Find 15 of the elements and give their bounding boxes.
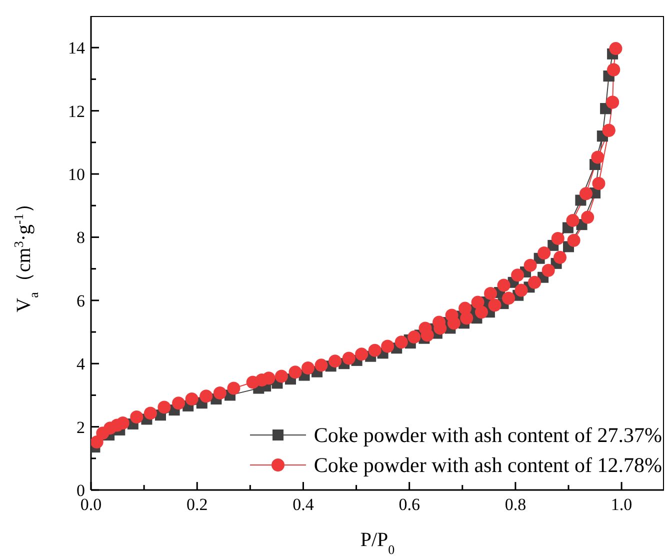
x-tick-label: 1.0 <box>610 495 632 514</box>
y-tick-label: 6 <box>76 291 85 310</box>
y-tick-label: 4 <box>76 354 86 374</box>
x-tick-label: 0.8 <box>504 495 526 514</box>
y-tick-label: 10 <box>68 165 85 184</box>
y-tick-label: 8 <box>76 228 85 248</box>
x-tick-label: 0.2 <box>186 495 208 514</box>
x-tick-label: 0.6 <box>398 495 420 514</box>
y-tick-label: 12 <box>68 102 85 121</box>
x-tick-label: 0.4 <box>292 495 314 514</box>
legend-label: Coke powder with ash content of 27.37% <box>314 422 662 448</box>
y-tick-label: 2 <box>76 418 85 437</box>
legend-label: Coke powder with ash content of 12.78% <box>314 452 662 478</box>
x-axis-title: P/P$_{0}$ <box>360 529 395 556</box>
y-tick-label: 14 <box>68 38 86 58</box>
